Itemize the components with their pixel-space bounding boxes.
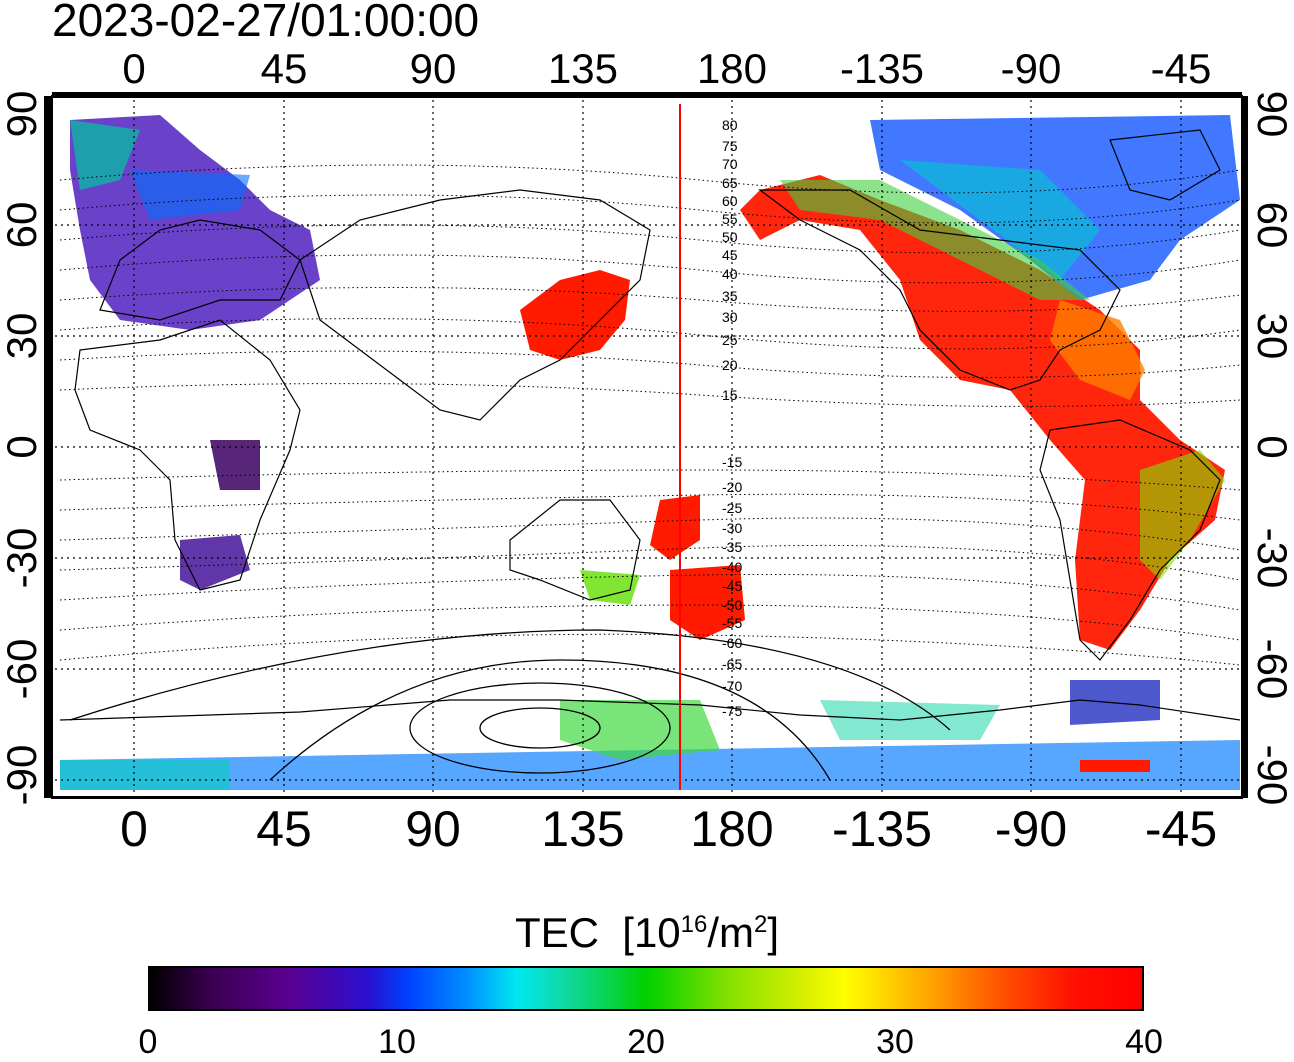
contour-label: -15 [722,454,742,470]
graticule [55,100,1240,795]
lon-tick-label: 90 [405,801,461,857]
colorbar-tick-label: 30 [876,1023,914,1061]
colorbar-tick-label: 20 [627,1023,665,1061]
lon-tick-label: 45 [261,45,308,92]
lat-tick-label: 60 [1249,202,1294,249]
tec-map: 80 75 70 65 60 55 50 45 40 35 30 25 20 1… [0,45,1294,857]
lon-tick-label: 0 [120,801,148,857]
colorbar-title: TEC [1016/m2] [0,900,1294,958]
colorbar-unit-mid: /m [707,909,755,956]
lon-tick-label: 180 [697,45,767,92]
lat-tick-label: -60 [1249,639,1294,700]
contour-label: 15 [722,387,738,403]
contour-label: -40 [722,559,742,575]
lat-tick-label: -90 [0,745,45,806]
colorbar-unit-exponent: 16 [680,911,708,938]
colorbar-unit-base: [10 [622,909,681,956]
contour-label: 45 [722,247,738,263]
lon-tick-label: -90 [995,801,1067,857]
lat-tick-label: -60 [0,639,45,700]
lon-tick-label: -90 [1001,45,1062,92]
contour-label: -50 [722,597,742,613]
contour-label: -55 [722,615,742,631]
contour-label: -65 [722,656,742,672]
colorbar-unit-end: ] [767,909,780,956]
colorbar-tick-label: 40 [1125,1023,1163,1061]
colorbar-quantity: TEC [514,909,599,956]
contour-label: 20 [722,357,738,373]
lat-tick-label: 90 [1249,91,1294,138]
lon-tick-label: 135 [541,801,624,857]
bottom-longitude-labels: 0 45 90 135 180 -135 -90 -45 [120,801,1217,857]
contour-label: 30 [722,309,738,325]
contour-label: 60 [722,193,738,209]
lon-tick-label: -135 [832,801,932,857]
contour-label: 35 [722,288,738,304]
lon-tick-label: -45 [1145,801,1217,857]
contour-label: -75 [722,703,742,719]
lon-tick-label: -135 [840,45,924,92]
contour-label: 40 [722,266,738,282]
contour-label: 55 [722,211,738,227]
colorbar [148,966,1144,1011]
contour-label: 65 [722,175,738,191]
contour-label: -45 [722,578,742,594]
lon-tick-label: 0 [122,45,145,92]
contour-label: -70 [722,678,742,694]
contour-label-group: 80 75 70 65 60 55 50 45 40 35 30 25 20 1… [722,117,742,719]
map-frame [44,92,1248,799]
lat-tick-label: 30 [1249,313,1294,360]
southern-magnetic-contours [69,629,951,781]
lat-tick-label: -30 [1249,528,1294,589]
left-latitude-labels: 90 60 30 0 -30 -60 -90 [0,91,45,806]
contour-label: -35 [722,539,742,555]
colorbar-tick-label: 0 [138,1023,158,1061]
top-longitude-labels: 0 45 90 135 180 -135 -90 -45 [122,45,1211,92]
lat-tick-label: 0 [1249,435,1294,458]
contour-label: -60 [722,635,742,651]
lat-tick-label: -90 [1249,745,1294,806]
timestamp: 2023-02-27/01:00:00 [52,0,480,46]
lat-tick-label: 60 [0,202,45,249]
contour-label: 70 [722,156,738,172]
colorbar-tick-label: 10 [378,1023,416,1061]
magnetic-contours [59,164,1241,666]
lon-tick-label: 135 [548,45,618,92]
contour-label: -30 [722,520,742,536]
lat-tick-label: 0 [0,435,45,458]
contour-label: 50 [722,229,738,245]
contour-label: -20 [722,479,742,495]
lat-tick-label: 90 [0,91,45,138]
lat-tick-label: -30 [0,528,45,589]
lon-tick-label: -45 [1151,45,1212,92]
coastlines [59,129,1241,721]
colorbar-unit-exponent2: 2 [754,911,768,938]
lon-tick-label: 180 [690,801,773,857]
lon-tick-label: 45 [256,801,312,857]
right-latitude-labels: 90 60 30 0 -30 -60 -90 [1249,91,1294,806]
lon-tick-label: 90 [410,45,457,92]
contour-label: 75 [722,138,738,154]
contour-label: 80 [722,117,738,133]
contour-label: -25 [722,500,742,516]
lat-tick-label: 30 [0,313,45,360]
contour-label: 25 [722,332,738,348]
